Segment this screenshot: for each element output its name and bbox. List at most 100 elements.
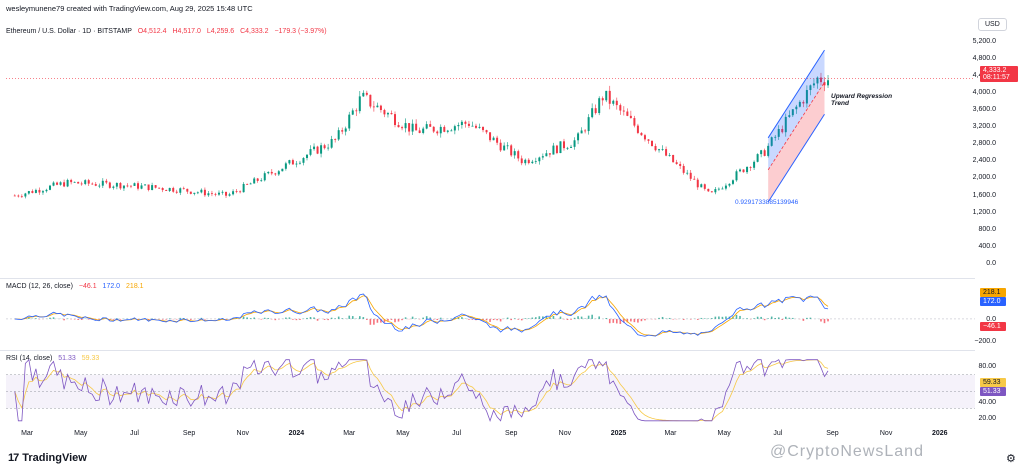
candle-body bbox=[330, 139, 333, 148]
currency-button[interactable]: USD bbox=[978, 18, 1007, 31]
candle-body bbox=[154, 185, 157, 188]
candle-body bbox=[207, 193, 210, 196]
tradingview-logo-text: TradingView bbox=[22, 452, 87, 464]
macd-histogram-bar bbox=[63, 318, 65, 321]
candle-body bbox=[555, 145, 558, 154]
macd-histogram-bar bbox=[401, 318, 403, 321]
price-axis-label: 3,200.0 bbox=[972, 123, 996, 131]
macd-histogram-bar bbox=[531, 317, 534, 319]
time-axis-label: 2026 bbox=[931, 430, 948, 437]
tradingview-logo[interactable]: 17 TradingView bbox=[8, 452, 87, 464]
candle-body bbox=[577, 133, 580, 141]
macd-histogram-bar bbox=[341, 318, 344, 319]
candle-body bbox=[228, 194, 231, 196]
time-axis-label: 2025 bbox=[610, 430, 627, 437]
candle-body bbox=[612, 100, 615, 104]
macd-histogram-bar bbox=[366, 318, 368, 320]
macd-histogram-bar bbox=[425, 316, 428, 319]
macd-axis-label-0: 0.0 bbox=[986, 316, 996, 323]
candle-body bbox=[133, 183, 136, 186]
time-axis-label: Jul bbox=[773, 430, 783, 437]
candle-body bbox=[809, 85, 812, 91]
macd-histogram-bar bbox=[390, 318, 393, 320]
candle-body bbox=[643, 135, 646, 140]
candle-body bbox=[496, 137, 499, 143]
pane-separator-macd[interactable] bbox=[0, 278, 975, 279]
candle-body bbox=[570, 146, 573, 148]
candle-body bbox=[767, 145, 770, 156]
symbol-legend[interactable]: Ethereum / U.S. Dollar · 1D · BITSTAMP O… bbox=[6, 28, 327, 35]
macd-histogram-bar bbox=[28, 317, 30, 319]
macd-histogram-bar bbox=[552, 315, 555, 319]
macd-histogram-bar bbox=[735, 314, 738, 319]
candle-body bbox=[66, 179, 69, 187]
settings-gear-icon[interactable]: ⚙ bbox=[1006, 453, 1016, 465]
candle-body bbox=[503, 145, 506, 151]
macd-histogram-bar bbox=[380, 318, 382, 323]
macd-histogram-bar bbox=[439, 317, 442, 319]
candle-body bbox=[210, 193, 213, 195]
candle-body bbox=[584, 130, 587, 132]
candle-body bbox=[281, 168, 284, 172]
candle-body bbox=[298, 162, 301, 164]
macd-histogram-bar bbox=[704, 318, 706, 319]
time-axis-label: May bbox=[717, 430, 731, 437]
candle-body bbox=[538, 157, 541, 162]
macd-histogram-bar bbox=[770, 316, 773, 319]
macd-histogram-bar bbox=[373, 318, 375, 325]
candle-body bbox=[94, 184, 97, 186]
macd-histogram-bar bbox=[608, 318, 611, 324]
candle-body bbox=[819, 77, 822, 83]
candle-body bbox=[724, 185, 727, 189]
candle-body bbox=[658, 149, 661, 151]
candle-body bbox=[27, 191, 30, 194]
rsi-ma-value: 59.33 bbox=[81, 355, 100, 362]
regression-coefficient: 0.929173388513994​6 bbox=[735, 199, 799, 206]
candle-body bbox=[288, 160, 291, 164]
regression-annotation-line2: Trend bbox=[831, 100, 849, 107]
candle-body bbox=[429, 124, 432, 127]
macd-histogram-bar bbox=[454, 317, 456, 319]
candle-body bbox=[619, 105, 622, 111]
candle-body bbox=[770, 137, 773, 146]
pane-separator-rsi[interactable] bbox=[0, 350, 975, 351]
candle-body bbox=[119, 183, 122, 189]
candle-body bbox=[52, 182, 55, 186]
macd-histogram-bar bbox=[482, 318, 484, 321]
candle-body bbox=[235, 191, 238, 193]
macd-histogram-bar bbox=[777, 317, 780, 319]
macd-histogram-bar bbox=[313, 317, 315, 319]
candle-body bbox=[587, 117, 590, 132]
macd-histogram-bar bbox=[510, 318, 512, 321]
macd-histogram-bar bbox=[422, 317, 424, 319]
regression-annotation[interactable]: Upward Regression Trend bbox=[831, 93, 892, 107]
price-axis-label: 1,200.0 bbox=[972, 208, 996, 216]
candle-body bbox=[432, 126, 435, 132]
macd-legend[interactable]: MACD (12, 26, close) −46.1 172.0 218.1 bbox=[6, 283, 144, 290]
price-axis-label: 2,400.0 bbox=[972, 157, 996, 165]
macd-histogram-bar bbox=[820, 318, 822, 322]
candle-body bbox=[510, 145, 513, 156]
candle-body bbox=[527, 159, 530, 164]
candle-body bbox=[753, 161, 756, 168]
macd-histogram-bar bbox=[640, 318, 643, 322]
macd-histogram-bar bbox=[168, 318, 171, 319]
macd-histogram-bar bbox=[626, 318, 629, 323]
macd-histogram-bar bbox=[573, 317, 576, 319]
macd-histogram-bar bbox=[802, 318, 805, 321]
macd-hist-value: −46.1 bbox=[78, 283, 97, 290]
macd-histogram-bar bbox=[591, 314, 593, 319]
candle-body bbox=[80, 183, 83, 185]
macd-histogram-bar bbox=[249, 318, 252, 319]
macd-histogram-bar bbox=[644, 318, 646, 321]
time-axis-label: Sep bbox=[182, 430, 196, 437]
rsi-legend[interactable]: RSI (14, close) 51.33 59.33 bbox=[6, 355, 99, 362]
candle-body bbox=[717, 188, 720, 190]
candle-body bbox=[151, 185, 154, 190]
candle-body bbox=[601, 98, 604, 101]
macd-histogram-bar bbox=[570, 318, 572, 320]
price-axis-label: 4,000.0 bbox=[972, 88, 996, 96]
candle-body bbox=[418, 130, 421, 133]
candle-body bbox=[316, 146, 319, 154]
